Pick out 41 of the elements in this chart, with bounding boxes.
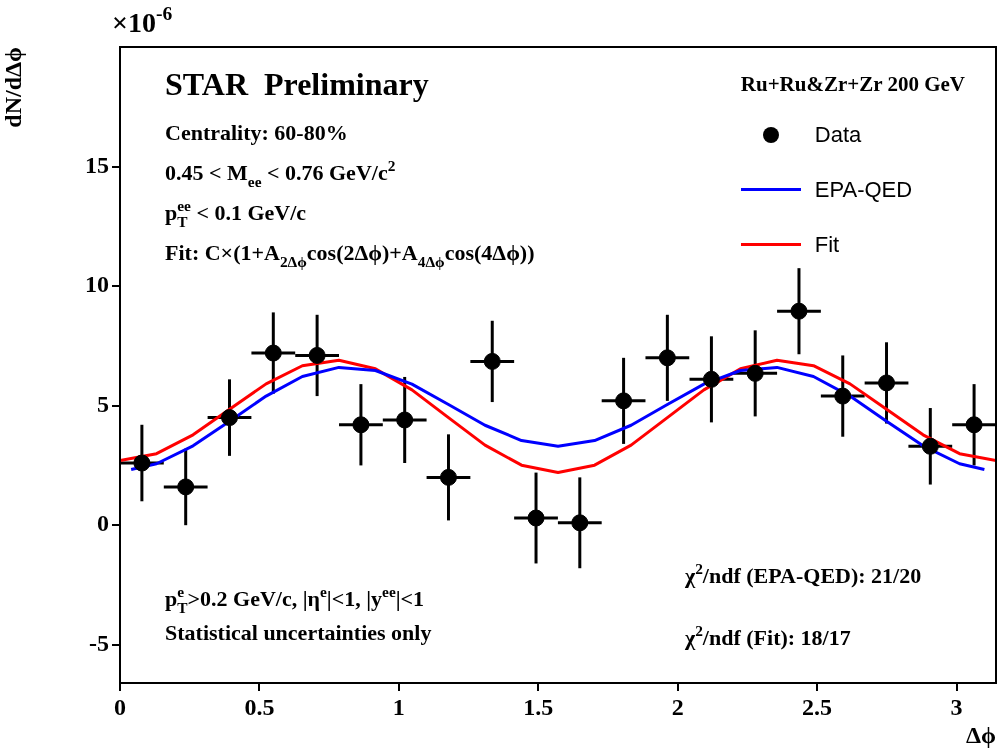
y-tick-label: 5 <box>97 390 109 417</box>
x-tick-label: 1.5 <box>523 693 554 720</box>
point <box>264 344 282 362</box>
point <box>834 387 852 405</box>
legend-label: EPA-QED <box>814 176 913 203</box>
point <box>615 392 633 410</box>
point <box>527 509 545 527</box>
y-tick-label: -5 <box>89 629 109 656</box>
annotation: Centrality: 60-80% <box>165 120 348 145</box>
x-tick-label: 1 <box>392 693 405 720</box>
x-tick-label: 2.5 <box>802 693 833 720</box>
point <box>352 416 370 434</box>
point <box>921 437 939 455</box>
point <box>702 370 720 388</box>
point <box>790 302 808 320</box>
point <box>396 411 414 429</box>
annotation: STAR Preliminary <box>165 66 429 102</box>
point <box>965 416 983 434</box>
x-axis-title: Δϕ <box>965 721 997 748</box>
legend-title: Ru+Ru&Zr+Zr 200 GeV <box>740 72 965 97</box>
legend-label: Fit <box>814 231 840 258</box>
point <box>308 346 326 364</box>
annotation: Statistical uncertainties only <box>165 620 432 645</box>
point <box>878 374 896 392</box>
point <box>483 352 501 370</box>
y-tick-label: 15 <box>85 151 109 178</box>
point <box>658 349 676 367</box>
x-tick-label: 0 <box>114 693 126 720</box>
point <box>221 409 238 427</box>
y-tick-label: 10 <box>85 271 109 298</box>
point <box>177 478 195 496</box>
y-axis-title: dN/dΔϕ <box>0 46 26 128</box>
point <box>439 468 457 486</box>
x-tick-label: 3 <box>950 693 963 720</box>
point <box>746 364 764 382</box>
point <box>571 514 589 532</box>
x-tick-label: 2 <box>671 693 684 720</box>
x-tick-label: 0.5 <box>244 693 275 720</box>
y-tick-label: 0 <box>97 510 109 537</box>
legend-label: Data <box>814 121 862 148</box>
point <box>133 454 151 472</box>
